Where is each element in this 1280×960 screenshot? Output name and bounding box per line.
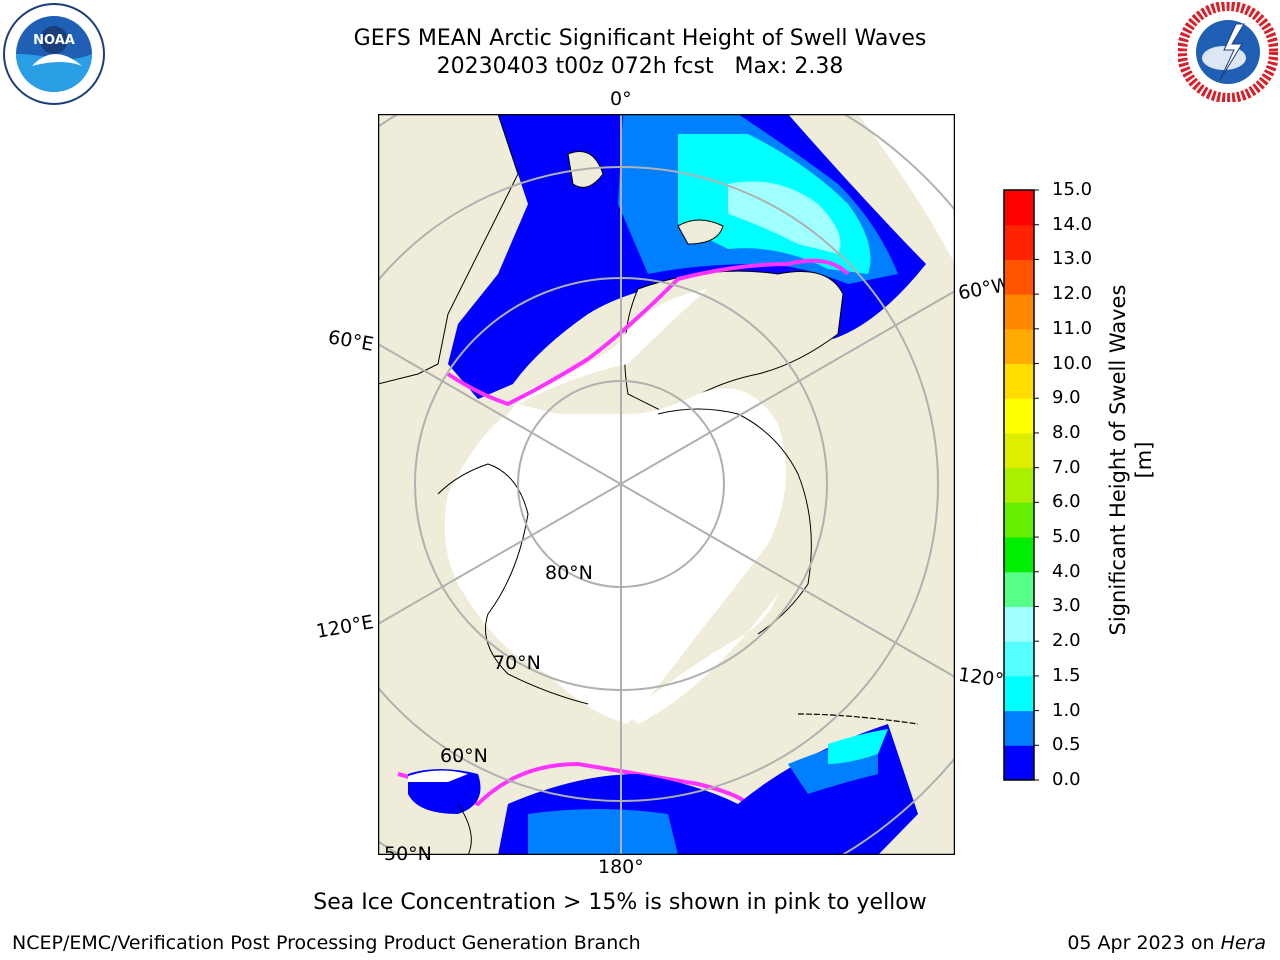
- polar-map: [378, 114, 955, 855]
- footer-host: Hera: [1220, 932, 1266, 954]
- lon-label-180: 180°: [598, 856, 644, 878]
- meridian-120e-60w: [378, 290, 955, 625]
- colorbar-segment: [1004, 745, 1034, 781]
- colorbar-tick-label: 15.0: [1052, 179, 1093, 200]
- colorbar-segment: [1004, 363, 1034, 399]
- colorbar-segment: [1004, 190, 1034, 226]
- colorbar-tick-label: 7.0: [1052, 456, 1081, 478]
- map-subtitle: 20230403 t00z 072h fcst Max: 2.38: [436, 54, 844, 79]
- map-title: GEFS MEAN Arctic Significant Height of S…: [353, 26, 927, 51]
- colorbar-tick-label: 0.0: [1052, 769, 1081, 790]
- sea-ice: [444, 289, 786, 724]
- colorbar-segment: [1004, 710, 1034, 746]
- colorbar-segment: [1004, 259, 1034, 295]
- colorbar-segment: [1004, 328, 1034, 365]
- meridian-60e-120w: [378, 343, 955, 678]
- lon-label-0: 0°: [610, 88, 632, 110]
- colorbar-segment: [1004, 537, 1034, 573]
- noaa-logo: NOAA: [3, 3, 105, 105]
- lat-label-50: 50°N: [384, 843, 432, 865]
- lat-label-60: 60°N: [440, 745, 488, 767]
- colorbar-tick-label: 9.0: [1052, 387, 1081, 409]
- colorbar-tick-label: 1.5: [1052, 664, 1081, 686]
- nws-logo: [1178, 2, 1278, 102]
- lon-label-60e: 60°E: [326, 326, 376, 356]
- colorbar-segment: [1004, 606, 1034, 642]
- colorbar-segment: [1004, 502, 1034, 538]
- colorbar-segment: [1004, 571, 1034, 607]
- colorbar: [1003, 189, 1039, 781]
- colorbar-tick-label: 11.0: [1052, 317, 1093, 339]
- colorbar-tick-label: 13.0: [1052, 248, 1093, 270]
- colorbar-tick-label: 8.0: [1052, 421, 1081, 443]
- footer-branch: NCEP/EMC/Verification Post Processing Pr…: [12, 932, 641, 954]
- colorbar-tick-label: 1.0: [1052, 699, 1081, 721]
- colorbar-tick-label: 6.0: [1052, 491, 1081, 513]
- lon-label-120e: 120°E: [314, 611, 376, 643]
- colorbar-segment: [1004, 675, 1034, 712]
- svg-text:NOAA: NOAA: [33, 33, 75, 48]
- footer-date: 05 Apr 2023 on Hera: [1067, 932, 1266, 954]
- colorbar-segment: [1004, 641, 1034, 677]
- colorbar-label: Significant Height of Swell Waves [m]: [1106, 284, 1156, 636]
- lat-label-80: 80°N: [545, 562, 593, 584]
- colorbar-segment: [1004, 294, 1034, 330]
- colorbar-segment: [1004, 398, 1034, 434]
- colorbar-tick-label: 2.0: [1052, 630, 1081, 652]
- colorbar-segment: [1004, 467, 1034, 503]
- colorbar-tick-label: 14.0: [1052, 213, 1093, 235]
- colorbar-tick-label: 4.0: [1052, 560, 1081, 582]
- colorbar-tick-label: 3.0: [1052, 595, 1081, 617]
- lat-label-70: 70°N: [493, 652, 541, 674]
- iceland-land: [677, 219, 724, 245]
- colorbar-segment: [1004, 432, 1034, 469]
- colorbar-tick-label: 10.0: [1052, 352, 1093, 374]
- colorbar-tick-label: 0.5: [1052, 734, 1081, 756]
- colorbar-tick-label: 5.0: [1052, 526, 1081, 548]
- scandinavia-land: [378, 114, 519, 385]
- colorbar-tick-label: 12.0: [1052, 283, 1093, 305]
- ice-caption: Sea Ice Concentration > 15% is shown in …: [313, 890, 927, 915]
- ice-edge-atlantic: [446, 258, 850, 407]
- colorbar-segment: [1004, 224, 1034, 260]
- footer-date-text: 05 Apr 2023 on: [1067, 932, 1221, 954]
